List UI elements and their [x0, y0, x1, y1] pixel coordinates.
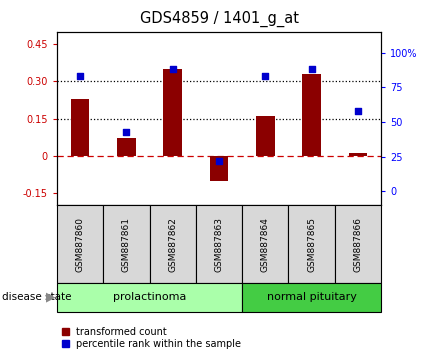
Point — [354, 108, 361, 114]
Bar — [242, 205, 289, 283]
Bar — [242, 283, 381, 312]
Bar — [163, 69, 182, 156]
Text: disease state: disease state — [2, 292, 72, 302]
Text: GSM887863: GSM887863 — [215, 217, 223, 272]
Text: GSM887866: GSM887866 — [353, 217, 362, 272]
Point — [77, 73, 84, 79]
Text: GSM887861: GSM887861 — [122, 217, 131, 272]
Bar — [302, 74, 321, 156]
Bar — [149, 205, 196, 283]
Point — [169, 67, 176, 72]
Text: GSM887862: GSM887862 — [168, 217, 177, 272]
Bar — [210, 156, 228, 181]
Point — [215, 158, 223, 164]
Text: ▶: ▶ — [46, 291, 55, 304]
Bar — [335, 205, 381, 283]
Bar — [103, 205, 149, 283]
Bar — [71, 99, 89, 156]
Text: normal pituitary: normal pituitary — [267, 292, 357, 302]
Point — [123, 129, 130, 135]
Text: GSM887865: GSM887865 — [307, 217, 316, 272]
Bar — [117, 138, 136, 156]
Text: prolactinoma: prolactinoma — [113, 292, 186, 302]
Text: GDS4859 / 1401_g_at: GDS4859 / 1401_g_at — [139, 11, 299, 27]
Point — [308, 67, 315, 72]
Legend: transformed count, percentile rank within the sample: transformed count, percentile rank withi… — [62, 327, 241, 349]
Bar — [57, 283, 242, 312]
Point — [262, 73, 269, 79]
Bar — [256, 116, 275, 156]
Bar — [289, 205, 335, 283]
Text: GSM887864: GSM887864 — [261, 217, 270, 272]
Bar — [196, 205, 242, 283]
Bar — [57, 205, 103, 283]
Text: GSM887860: GSM887860 — [76, 217, 85, 272]
Bar — [349, 153, 367, 156]
